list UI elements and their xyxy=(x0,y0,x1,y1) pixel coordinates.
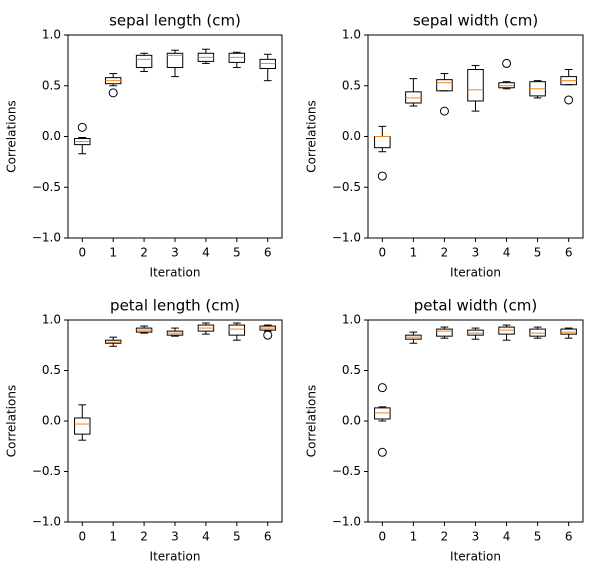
x-tick-label: 2 xyxy=(441,246,449,260)
box xyxy=(405,91,422,104)
y-tick-label: −1.0 xyxy=(32,231,61,245)
y-tick-label: −1.0 xyxy=(332,231,361,245)
outlier xyxy=(377,171,387,181)
x-tick-label: 1 xyxy=(109,246,117,260)
x-tick-label: 6 xyxy=(565,530,573,544)
y-axis-label: Correlations xyxy=(305,385,319,457)
panel-title: sepal length (cm) xyxy=(109,12,241,30)
y-tick-label: −0.5 xyxy=(32,464,61,478)
box xyxy=(436,79,453,92)
box xyxy=(374,136,391,149)
x-tick-label: 3 xyxy=(472,246,480,260)
x-tick-label: 4 xyxy=(202,530,210,544)
box xyxy=(135,54,153,68)
y-tick-label: 0.5 xyxy=(342,363,361,377)
x-tick-label: 2 xyxy=(441,530,449,544)
panel-title: petal length (cm) xyxy=(110,297,240,315)
x-tick-label: 1 xyxy=(410,246,418,260)
outlier xyxy=(377,383,387,393)
x-tick-label: 6 xyxy=(264,246,272,260)
panel-title: petal width (cm) xyxy=(414,297,537,315)
panel-title: sepal width (cm) xyxy=(413,12,538,30)
x-axis-label: Iteration xyxy=(450,266,501,280)
x-tick-label: 0 xyxy=(78,246,86,260)
box xyxy=(560,328,577,335)
x-tick-label: 2 xyxy=(140,530,148,544)
box xyxy=(228,52,246,63)
axes-frame xyxy=(67,319,283,523)
box xyxy=(259,58,276,69)
x-axis-label: Iteration xyxy=(150,266,201,280)
y-tick-label: −0.5 xyxy=(332,464,361,478)
y-tick-label: 1.0 xyxy=(42,313,61,327)
x-tick-label: 6 xyxy=(565,246,573,260)
x-tick-label: 3 xyxy=(472,530,480,544)
y-axis-label: Correlations xyxy=(305,100,319,172)
x-tick-label: 3 xyxy=(171,530,179,544)
x-tick-label: 0 xyxy=(78,530,86,544)
box xyxy=(374,407,391,420)
box xyxy=(498,82,515,89)
x-tick-label: 5 xyxy=(534,530,542,544)
y-tick-label: −0.5 xyxy=(32,180,61,194)
x-tick-label: 1 xyxy=(109,530,117,544)
x-tick-label: 2 xyxy=(140,246,148,260)
box xyxy=(467,69,484,102)
y-tick-label: 1.0 xyxy=(42,28,61,42)
y-tick-label: −1.0 xyxy=(32,515,61,529)
y-tick-label: 0.5 xyxy=(42,78,61,92)
x-tick-label: 5 xyxy=(534,246,542,260)
outlier xyxy=(263,330,273,340)
x-tick-label: 3 xyxy=(171,246,179,260)
box xyxy=(104,339,122,344)
box xyxy=(166,52,184,68)
box xyxy=(529,328,546,337)
outlier xyxy=(108,88,118,98)
y-tick-label: 0.0 xyxy=(342,129,361,143)
x-tick-label: 0 xyxy=(379,246,387,260)
box xyxy=(74,417,91,435)
y-tick-label: 1.0 xyxy=(342,28,361,42)
x-tick-label: 1 xyxy=(410,530,418,544)
y-tick-label: 0.0 xyxy=(42,129,61,143)
x-tick-label: 5 xyxy=(233,530,241,544)
x-axis-label: Iteration xyxy=(150,550,201,564)
box xyxy=(228,324,246,336)
outlier xyxy=(502,58,512,68)
y-tick-label: −1.0 xyxy=(332,515,361,529)
x-tick-label: 5 xyxy=(233,246,241,260)
x-axis-label: Iteration xyxy=(450,550,501,564)
y-tick-label: 0.0 xyxy=(42,414,61,428)
axes-frame xyxy=(367,34,584,239)
box xyxy=(467,329,484,336)
axes-frame xyxy=(67,34,283,239)
y-tick-label: 0.0 xyxy=(342,414,361,428)
x-tick-label: 4 xyxy=(503,246,511,260)
y-tick-label: 0.5 xyxy=(342,78,361,92)
axes-frame xyxy=(367,319,584,523)
outlier xyxy=(377,447,387,457)
box xyxy=(436,328,453,337)
y-tick-label: 1.0 xyxy=(342,313,361,327)
x-tick-label: 6 xyxy=(264,530,272,544)
y-tick-label: 0.5 xyxy=(42,363,61,377)
y-axis-label: Correlations xyxy=(5,100,19,172)
y-axis-label: Correlations xyxy=(5,385,19,457)
outlier xyxy=(439,106,449,116)
x-tick-label: 4 xyxy=(202,246,210,260)
outlier xyxy=(564,95,574,105)
y-tick-label: −0.5 xyxy=(332,180,361,194)
x-tick-label: 0 xyxy=(379,530,387,544)
outlier xyxy=(77,122,87,132)
x-tick-label: 4 xyxy=(503,530,511,544)
box xyxy=(498,326,515,335)
